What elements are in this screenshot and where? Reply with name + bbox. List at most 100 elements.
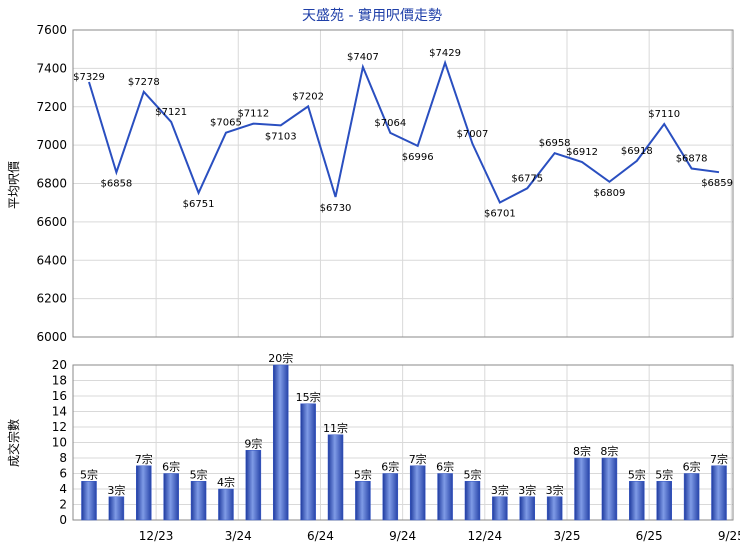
- x-tick-label: 3/25: [554, 529, 581, 543]
- price-y-tick-label: 6400: [36, 253, 67, 267]
- price-data-label: $7112: [237, 109, 269, 120]
- volume-data-label: 3宗: [107, 483, 125, 497]
- price-y-tick-label: 6200: [36, 292, 67, 306]
- volume-data-label: 5宗: [80, 467, 98, 481]
- price-data-label: $6918: [621, 146, 653, 157]
- volume-bar: [546, 496, 563, 521]
- volume-bar: [656, 481, 672, 521]
- volume-data-label: 9宗: [244, 436, 262, 450]
- volume-data-label: 20宗: [268, 351, 293, 365]
- volume-bar: [711, 465, 727, 521]
- price-data-label: $7407: [347, 52, 379, 63]
- volume-y-tick-label: 12: [52, 420, 67, 434]
- price-data-label: $6859: [701, 178, 733, 189]
- volume-y-tick-label: 20: [52, 358, 67, 372]
- price-data-label: $7064: [374, 118, 406, 129]
- price-plot-frame: [72, 29, 734, 338]
- volume-y-tick-label: 8: [59, 451, 67, 465]
- volume-data-label: 6宗: [381, 460, 399, 474]
- volume-bar: [163, 473, 179, 521]
- volume-data-label: 3宗: [518, 483, 536, 497]
- volume-y-tick-label: 14: [52, 405, 67, 419]
- volume-bar: [382, 473, 399, 521]
- volume-data-label: 7宗: [710, 452, 728, 466]
- x-tick-label: 9/24: [389, 529, 416, 543]
- price-panel: 6000 6200 6400 6600 6800 7000 7200 7400 7600 $732…: [36, 23, 734, 344]
- price-axis-label: 平均呎價: [7, 161, 21, 209]
- volume-y-tick-label: 0: [59, 513, 67, 527]
- volume-bar: [81, 481, 97, 521]
- volume-bar: [108, 496, 125, 521]
- volume-bar: [464, 481, 481, 521]
- price-y-tick-label: 7200: [36, 100, 67, 114]
- volume-y-tick-label: 6: [59, 467, 67, 481]
- price-data-label: $7007: [457, 129, 489, 140]
- price-data-label: $6775: [511, 173, 543, 184]
- volume-data-label: 3宗: [491, 483, 509, 497]
- volume-bar: [136, 465, 152, 521]
- volume-data-label: 6宗: [162, 460, 180, 474]
- volume-data-label: 11宗: [323, 421, 348, 435]
- price-data-label: $7202: [292, 91, 324, 102]
- x-tick-label: 9/25: [718, 529, 740, 543]
- price-y-tick-label: 7000: [36, 138, 67, 152]
- volume-bar: [327, 434, 344, 521]
- volume-data-label: 5宗: [628, 467, 646, 481]
- volume-bar: [190, 481, 207, 521]
- volume-data-label: 7宗: [409, 452, 427, 466]
- price-data-label: $6878: [676, 154, 708, 165]
- x-tick-label: 6/24: [307, 529, 334, 543]
- volume-bar: [574, 457, 590, 521]
- volume-bar: [272, 364, 289, 521]
- volume-data-label: 6宗: [436, 460, 454, 474]
- volume-bar: [245, 450, 262, 521]
- volume-plot-frame: [72, 364, 734, 521]
- volume-bar: [492, 496, 508, 521]
- volume-y-tick-label: 4: [59, 482, 67, 496]
- volume-data-label: 4宗: [217, 475, 235, 489]
- price-data-label: $7278: [128, 77, 160, 88]
- volume-bar: [683, 473, 700, 521]
- volume-data-label: 8宗: [573, 444, 591, 458]
- price-data-label: $6858: [100, 178, 132, 189]
- volume-data-label: 5宗: [655, 467, 673, 481]
- volume-data-label: 8宗: [600, 444, 618, 458]
- price-data-label: $6809: [594, 188, 626, 199]
- price-data-label: $6701: [484, 208, 516, 219]
- volume-y-tick-label: 16: [52, 389, 67, 403]
- price-data-label: $6958: [539, 138, 571, 149]
- x-tick-label: 12/24: [468, 529, 503, 543]
- volume-bar: [437, 473, 453, 521]
- x-tick-label: 6/25: [636, 529, 663, 543]
- volume-bar: [300, 403, 316, 521]
- volume-data-label: 3宗: [546, 483, 564, 497]
- price-data-label: $6730: [320, 203, 352, 214]
- price-data-label: $6912: [566, 147, 598, 158]
- volume-bar: [409, 465, 426, 521]
- price-data-label: $7065: [210, 118, 242, 129]
- volume-axis-label: 成交宗數: [6, 419, 21, 467]
- price-data-label: $7110: [648, 109, 680, 120]
- volume-data-label: 5宗: [354, 467, 372, 481]
- volume-bar: [519, 496, 536, 521]
- x-tick-label: 12/23: [139, 529, 174, 543]
- volume-data-label: 5宗: [463, 467, 481, 481]
- volume-data-label: 6宗: [683, 460, 701, 474]
- price-series-line: [88, 59, 720, 204]
- volume-y-tick-label: 10: [52, 436, 67, 450]
- price-y-tick-label: 6000: [36, 330, 67, 344]
- price-data-label: $7429: [429, 48, 461, 59]
- volume-bar: [355, 481, 371, 521]
- x-tick-label: 3/24: [225, 529, 252, 543]
- price-data-label: $6996: [402, 152, 434, 163]
- price-y-tick-label: 7600: [36, 23, 67, 37]
- volume-y-tick-label: 2: [59, 498, 67, 512]
- chart-title: 天盛苑 - 實用呎價走勢: [302, 7, 442, 24]
- volume-bar: [629, 481, 645, 521]
- price-y-tick-label: 6600: [36, 215, 67, 229]
- price-y-tick-label: 7400: [36, 61, 67, 75]
- volume-data-label: 7宗: [135, 452, 153, 466]
